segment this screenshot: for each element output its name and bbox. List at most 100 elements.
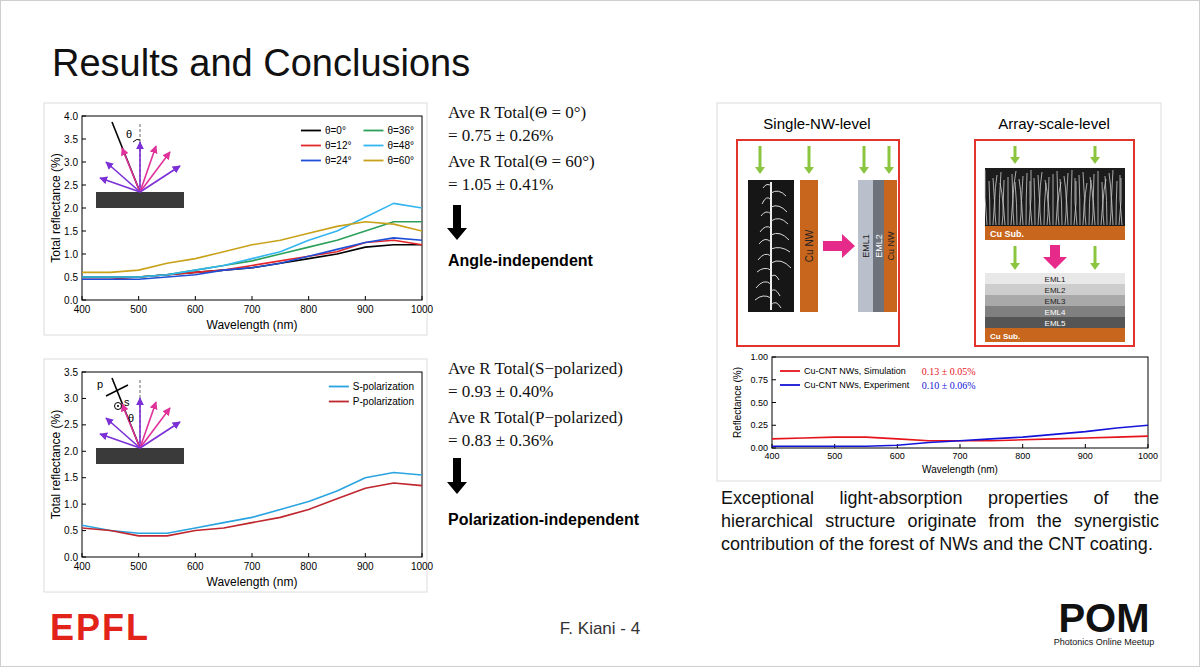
s-direction-dot: [117, 405, 119, 407]
sem-wire: [1034, 178, 1035, 225]
legend-label: Cu-CNT NWs, Experiment: [804, 380, 910, 390]
light-arrow: [888, 146, 891, 168]
inset-label: θ: [126, 128, 132, 140]
layer: [985, 273, 1125, 284]
sem-wire: [1022, 176, 1024, 225]
sem-wire: [1079, 175, 1080, 225]
layer: [985, 306, 1125, 317]
light-arrow-head: [804, 167, 814, 174]
sem-wire: [1013, 171, 1016, 225]
y-tick: [82, 208, 86, 209]
reflected-ray: [100, 434, 140, 448]
sem-wire: [1026, 173, 1027, 225]
inset-label: θ: [128, 412, 134, 424]
legend-item: θ=48°: [363, 140, 414, 151]
sem-branch: [771, 303, 781, 308]
legend-label: θ=60°: [387, 155, 414, 166]
reflected-ray: [140, 402, 156, 448]
legend-label: θ=0°: [325, 125, 346, 136]
series-line: [82, 483, 422, 536]
legend-swatch: [780, 384, 800, 386]
y-tick: [82, 451, 86, 452]
y-tick-label: 3.0: [64, 393, 78, 404]
s-direction: [115, 403, 122, 410]
y-tick-label: 0.0: [64, 552, 78, 563]
light-arrow-head: [1090, 157, 1100, 164]
lines: [82, 472, 422, 535]
x-axis-title: Wavelength (nm): [207, 575, 298, 589]
panel-title: Single-NW-level: [763, 115, 870, 132]
sem-wire: [1075, 178, 1077, 225]
sem-branch: [755, 296, 771, 300]
legend-label: θ=24°: [325, 155, 352, 166]
sem-wire: [1011, 174, 1013, 225]
slide: Results and Conclusions40050060070080090…: [0, 0, 1200, 667]
reflected-ray: [140, 422, 180, 448]
sem-wire: [1083, 172, 1085, 225]
y-tick-label: 1.5: [64, 472, 78, 483]
summary-line: = 0.93 ± 0.40%: [448, 382, 553, 401]
y-tick-label: 2.0: [64, 446, 78, 457]
cu-nw-bar: [800, 180, 818, 312]
sem-wire: [1089, 180, 1091, 225]
x-tick-label: 500: [130, 304, 147, 315]
sem-branch: [760, 227, 771, 232]
y-tick-label: 0.50: [750, 398, 768, 408]
layer-label: EML2: [1045, 286, 1066, 295]
layer: [985, 295, 1125, 306]
normal-line: [140, 380, 141, 448]
layer-label: EML4: [1045, 308, 1066, 317]
transform-arrow: [823, 234, 855, 258]
legend-swatch: [301, 145, 321, 147]
sem-wire: [1101, 182, 1103, 225]
y-tick-label: 1.0: [64, 499, 78, 510]
layer: [985, 284, 1125, 295]
y-tick: [772, 425, 776, 426]
sem-image: [985, 168, 1125, 226]
legend-item: Cu-CNT NWs, Simulation: [780, 366, 906, 376]
reflected-ray: [139, 142, 141, 192]
reflected-ray: [140, 152, 170, 192]
legend: θ=0°θ=12°θ=24°θ=36°θ=48°θ=60°: [301, 125, 414, 166]
sem-wire: [1003, 180, 1005, 225]
x-tick-label: 400: [74, 304, 91, 315]
sem-branch: [762, 198, 771, 204]
sem-wire: [1071, 170, 1072, 225]
sem-wire: [989, 181, 990, 225]
caption: Exceptional light-absorption properties …: [721, 487, 1159, 556]
x-tick-label: 500: [130, 561, 147, 572]
light-arrow: [1014, 146, 1017, 158]
sample: [96, 192, 184, 208]
conclusion: Angle-independent: [448, 252, 594, 269]
sem-branch: [771, 206, 787, 212]
panel-title: Array-scale-level: [998, 115, 1110, 132]
legend-swatch: [301, 130, 321, 132]
legend-label: Cu-CNT NWs, Simulation: [804, 366, 906, 376]
reflected-ray: [122, 148, 140, 192]
layer: [985, 317, 1125, 328]
legend-swatch: [329, 401, 349, 403]
sem-branch: [763, 184, 771, 188]
panel: [44, 359, 427, 592]
sem-wire: [1105, 176, 1107, 225]
x-axis-title: Wavelength (nm): [207, 318, 298, 332]
y-tick-label: 0.5: [64, 272, 78, 283]
reflected-ray: [140, 408, 170, 448]
y-tick-label: 0.25: [750, 420, 768, 430]
sem-wire: [1038, 175, 1040, 225]
conclusion: Polarization-independent: [448, 511, 640, 528]
panel-box: [737, 140, 899, 346]
summary-line: = 1.05 ± 0.41%: [448, 175, 553, 194]
series-line: [82, 472, 422, 533]
x-tick: [138, 553, 139, 557]
light-arrow-head: [1010, 263, 1020, 270]
summary-line: Ave R Total(S−polarized): [448, 359, 623, 378]
legend: S-polarizationP-polarization: [329, 381, 414, 407]
x-tick-label: 400: [74, 561, 91, 572]
layer-label: Cu Sub.: [990, 332, 1020, 341]
y-tick: [82, 231, 86, 232]
down-arrow: [447, 458, 467, 494]
light-arrow-head: [1010, 157, 1020, 164]
layer-label: EML3: [1045, 297, 1066, 306]
x-tick-label: 1000: [411, 304, 434, 315]
